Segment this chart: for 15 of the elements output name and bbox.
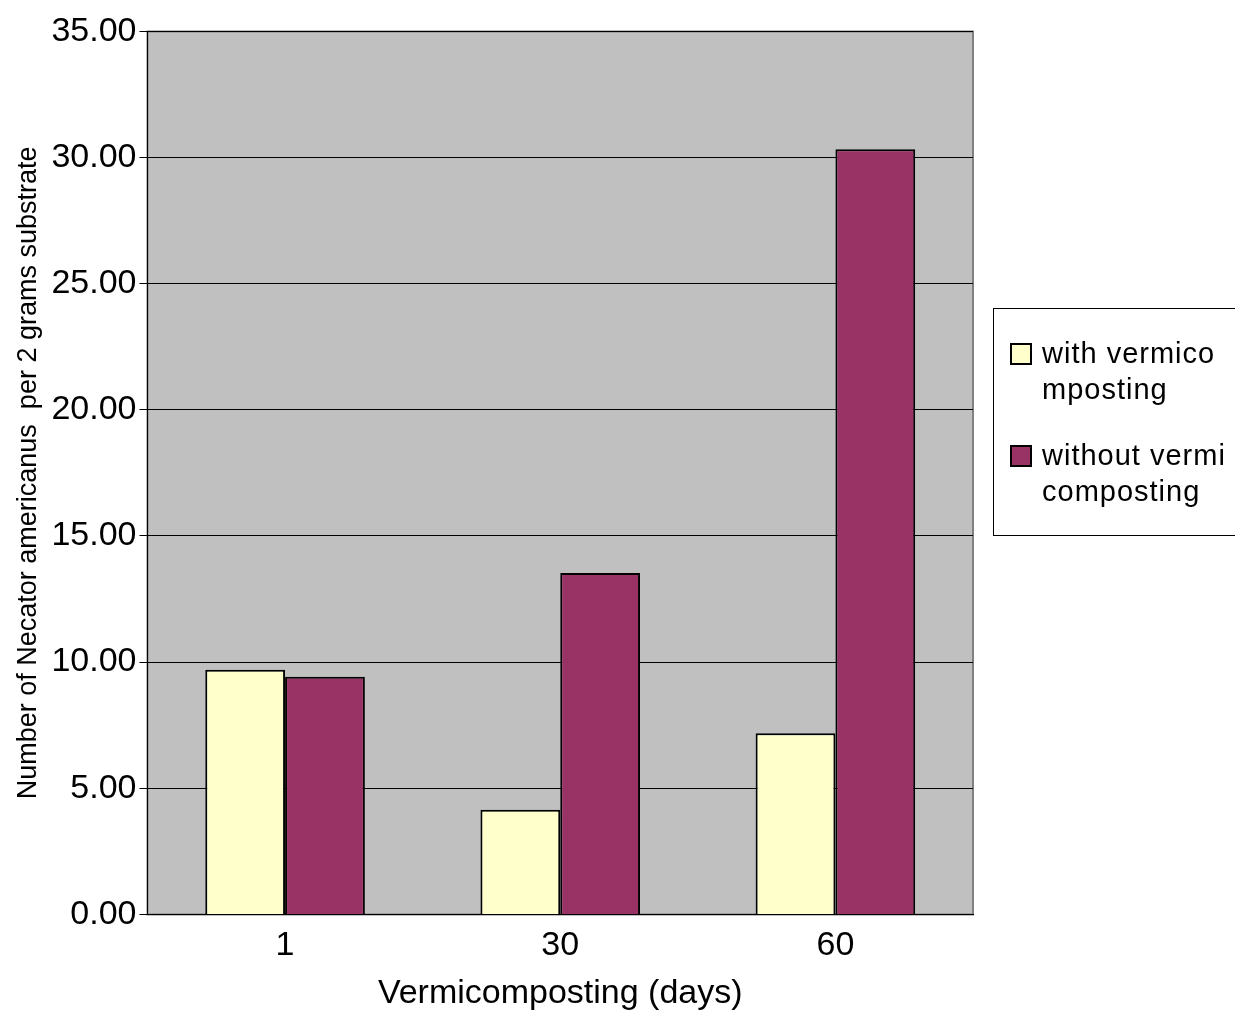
y-tick-label: 35.00 bbox=[51, 9, 137, 48]
x-tick-label: 1 bbox=[275, 924, 295, 963]
y-tick-label: 10.00 bbox=[51, 640, 137, 679]
legend-label: with vermicomposting bbox=[1042, 336, 1217, 407]
y-tick-label: 15.00 bbox=[51, 514, 137, 553]
x-axis-title: Vermicomposting (days) bbox=[377, 971, 743, 1010]
y-tick-label: 20.00 bbox=[51, 388, 137, 427]
y-axis-title: Number of Necator americanus per 2 grams substrate bbox=[11, 146, 42, 800]
y-tick-label: 25.00 bbox=[51, 262, 137, 301]
y-tick-label: 30.00 bbox=[51, 135, 137, 174]
y-tick-label: 5.00 bbox=[70, 766, 137, 805]
legend-label: without vermicomposting bbox=[1042, 438, 1227, 509]
x-tick-label: 60 bbox=[816, 924, 855, 963]
x-tick-label: 30 bbox=[541, 924, 580, 963]
y-tick-label: 0.00 bbox=[70, 892, 137, 931]
